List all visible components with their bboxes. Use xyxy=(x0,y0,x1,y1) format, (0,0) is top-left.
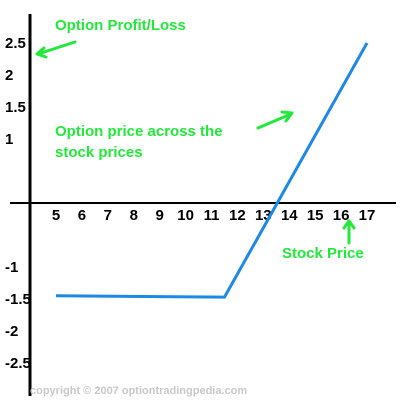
stock-price-arrow xyxy=(342,219,356,245)
x-tick-label: 10 xyxy=(177,207,194,224)
x-axis-label: Stock Price xyxy=(282,245,364,262)
x-tick-label: 11 xyxy=(204,207,220,224)
y-tick-label: 2 xyxy=(5,67,13,84)
x-tick-label: 14 xyxy=(281,207,298,224)
x-tick-label: 16 xyxy=(333,207,350,224)
y-tick-label: 1.5 xyxy=(5,99,26,116)
x-tick-label: 6 xyxy=(78,207,86,224)
series-line xyxy=(55,42,369,299)
x-tick-label: 15 xyxy=(307,207,324,224)
line-annotation-line-2: stock prices xyxy=(55,144,143,161)
x-tick-label: 17 xyxy=(359,207,376,224)
y-tick-label: -1.5 xyxy=(5,291,31,308)
y-tick-labels: 2.5 2 1.5 1 -1 -1.5 -2 -2.5 xyxy=(5,35,31,372)
line-arrow xyxy=(256,110,294,130)
line-annotation-line-1: Option price across the xyxy=(55,123,223,140)
y-tick-label: -2.5 xyxy=(5,355,31,372)
y-tick-label: -1 xyxy=(5,259,18,276)
y-tick-label: 1 xyxy=(5,131,13,148)
y-tick-label: -2 xyxy=(5,323,18,340)
chart-title: Option Profit/Loss xyxy=(55,17,186,34)
line-annotation: Option price across the stock prices xyxy=(55,123,227,161)
x-tick-label: 8 xyxy=(130,207,138,224)
title-arrow xyxy=(35,40,77,59)
copyright-credit: copyright © 2007 optiontradingpedia.com xyxy=(30,385,247,397)
y-tick-label: 2.5 xyxy=(5,35,26,52)
x-tick-label: 5 xyxy=(52,207,60,224)
x-tick-label: 7 xyxy=(104,207,112,224)
x-tick-labels: 5 6 7 8 9 10 11 12 13 14 15 16 17 xyxy=(52,207,376,224)
x-tick-label: 12 xyxy=(229,207,246,224)
x-tick-label: 9 xyxy=(156,207,164,224)
